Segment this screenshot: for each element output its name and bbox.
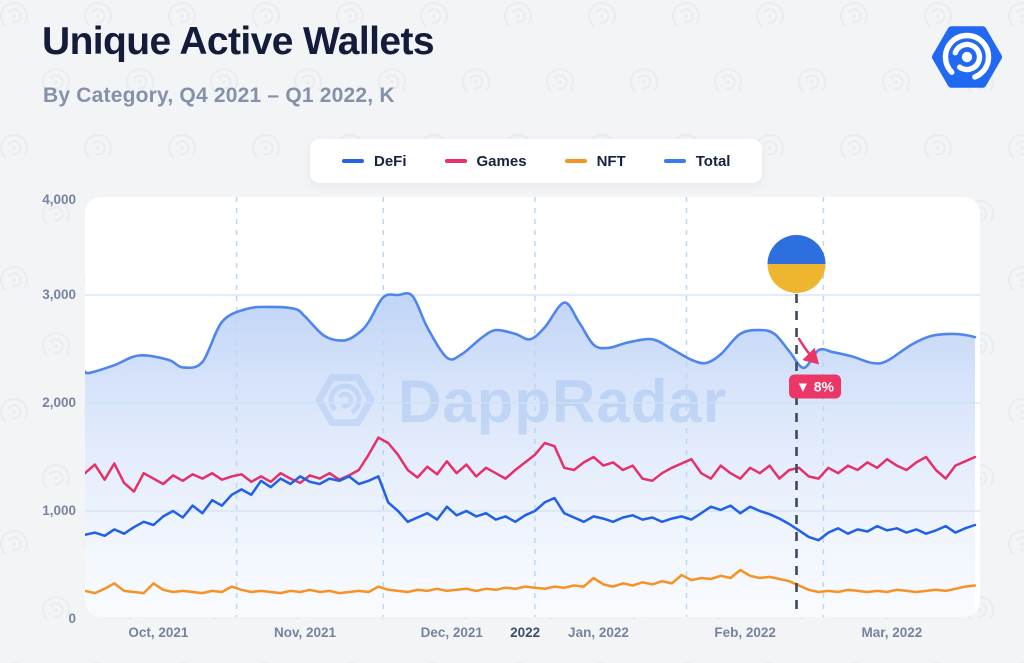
legend-item-total: Total [663,152,731,170]
watermark-tile-icon [0,133,29,163]
watermark-tile-icon [1007,397,1024,427]
watermark-tile-icon [0,1,29,31]
watermark-tile-icon [755,1,785,31]
chart-legend: DeFi Games NFT Total [310,139,763,183]
watermark-tile-icon [713,67,743,97]
watermark-tile-icon [1007,265,1024,295]
series-games-line [85,436,977,493]
y-axis-label: 0 [68,611,76,626]
watermark-tile-icon [1007,529,1024,559]
y-axis-label: 2,000 [42,395,76,410]
ukraine-flag-marker [767,235,826,293]
page-title: Unique Active Wallets [42,20,435,63]
legend-swatch-defi [342,159,364,163]
legend-item-label: NFT [596,152,626,170]
watermark: DappRadar [315,368,727,435]
watermark-tile-icon [587,1,617,31]
legend-item-label: Games [476,152,527,170]
watermark-tile-icon [1007,133,1024,163]
x-axis-label: Mar, 2022 [861,625,923,640]
badge-label: ▼ 8% [796,379,835,395]
x-axis-label: Dec, 2021 [420,625,483,640]
watermark-tile-icon [545,67,575,97]
watermark-tile-icon [923,133,953,163]
legend-swatch-nft [564,159,587,163]
watermark-tile-icon [671,1,701,31]
x-axis-label: Nov, 2021 [274,625,337,640]
watermark-text: DappRadar [398,368,727,435]
watermark-tile-icon [839,133,869,163]
page-subtitle: By Category, Q4 2021 – Q1 2022, K [43,84,395,107]
series-total-line [85,292,977,375]
watermark-tile-icon [923,1,953,31]
legend-item-games: Games [444,152,527,170]
watermark-tile-icon [839,1,869,31]
legend-swatch-games [444,159,467,163]
y-axis-label: 1,000 [42,503,76,518]
radar-spiral-icon [942,32,992,82]
watermark-tile-icon [797,67,827,97]
dappradar-logo-icon [932,26,1002,88]
series-total-area [85,293,975,617]
drop-arrow-icon [797,337,820,365]
watermark-tile-icon [1007,1,1024,31]
legend-item-label: Total [695,152,731,170]
x-axis-label: Jan, 2022 [568,625,629,640]
y-axis-label: 4,000 [42,192,76,207]
legend-item-nft: NFT [564,152,626,170]
legend-item-label: DeFi [374,152,407,170]
series-nft-line [85,568,977,595]
series-defi-line [85,475,977,542]
watermark-tile-icon [0,529,29,559]
legend-swatch-total [663,159,686,163]
legend-item-defi: DeFi [342,153,407,170]
y-axis-label: 3,000 [42,287,76,302]
x-axis-label: Feb, 2022 [714,625,776,640]
watermark-tile-icon [881,67,911,97]
x-axis-label: Oct, 2021 [128,625,189,640]
pct-drop-badge: ▼ 8% [789,374,842,399]
x-axis-label: 2022 [510,625,541,640]
watermark-tile-icon [629,67,659,97]
